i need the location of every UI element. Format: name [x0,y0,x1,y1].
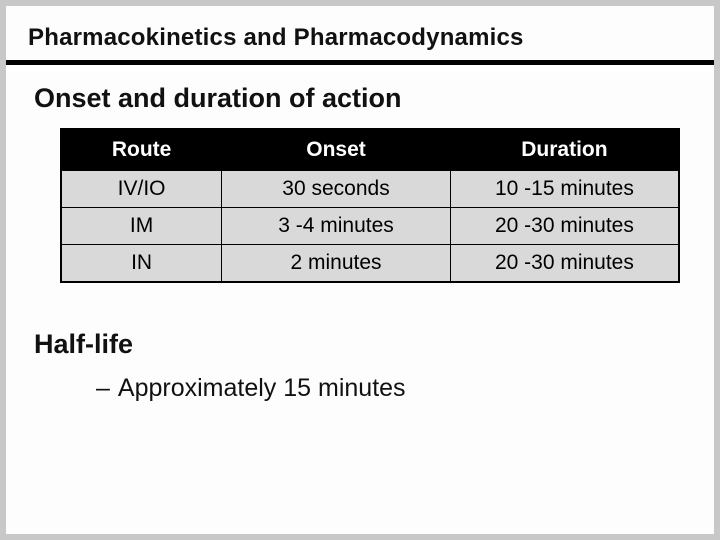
cell-onset: 3 -4 minutes [222,208,451,245]
cell-onset: 30 seconds [222,171,451,208]
table-row: IV/IO 30 seconds 10 -15 minutes [61,171,679,208]
section-heading-half-life: Half-life [6,283,714,374]
cell-duration: 20 -30 minutes [450,208,679,245]
cell-onset: 2 minutes [222,245,451,283]
slide: Pharmacokinetics and Pharmacodynamics On… [6,6,714,534]
cell-duration: 20 -30 minutes [450,245,679,283]
cell-route: IV/IO [61,171,222,208]
bullet-dash: – [96,374,118,402]
cell-route: IM [61,208,222,245]
bullet-text: Approximately 15 minutes [118,374,406,402]
table-header-row: Route Onset Duration [61,129,679,171]
cell-route: IN [61,245,222,283]
bullet-half-life: –Approximately 15 minutes [6,374,714,403]
section-heading-onset-duration: Onset and duration of action [6,65,714,128]
onset-duration-table: Route Onset Duration IV/IO 30 seconds 10… [60,128,680,283]
table-row: IN 2 minutes 20 -30 minutes [61,245,679,283]
slide-title: Pharmacokinetics and Pharmacodynamics [6,6,714,65]
col-header-onset: Onset [222,129,451,171]
col-header-duration: Duration [450,129,679,171]
cell-duration: 10 -15 minutes [450,171,679,208]
table-row: IM 3 -4 minutes 20 -30 minutes [61,208,679,245]
col-header-route: Route [61,129,222,171]
